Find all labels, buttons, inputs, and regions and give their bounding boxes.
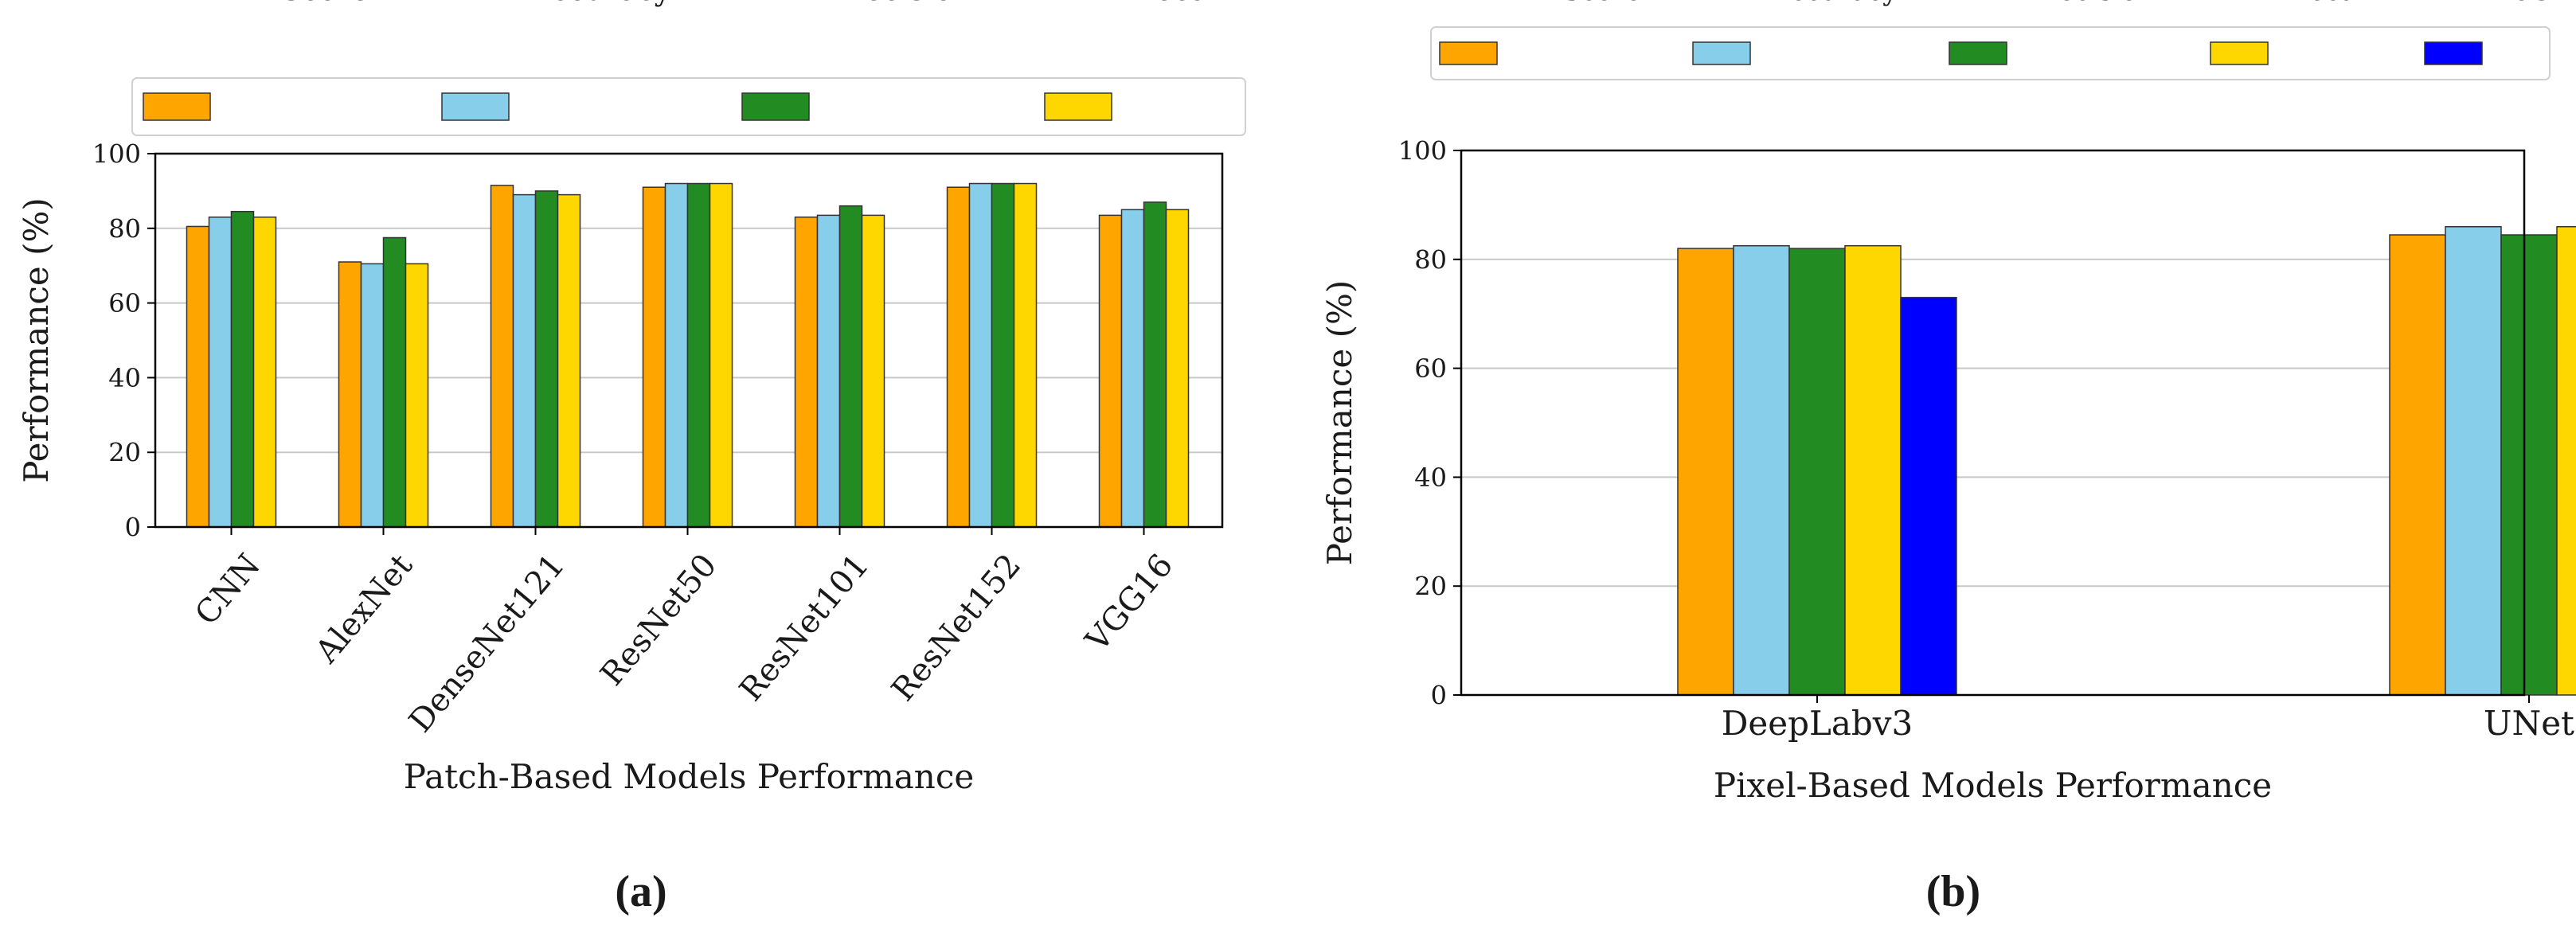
plot-area: [1461, 150, 2524, 695]
x-tick-label-unet: UNet: [2484, 704, 2574, 743]
y-tick-label: 20: [108, 438, 141, 468]
x-axis-label: Patch-Based Models Performance: [404, 757, 974, 796]
bar-precision-alexnet: [382, 236, 407, 528]
bar-accuracy-deeplabv3: [1733, 244, 1790, 696]
plot-frame: [154, 152, 1224, 529]
x-tick-label-vgg16: VGG16: [1078, 547, 1180, 658]
bar-precision-resnet50: [686, 182, 711, 528]
bar-f1-score-densenet121: [490, 185, 514, 528]
x-tick-label-resnet152: ResNet152: [885, 547, 1028, 708]
bar-accuracy-alexnet: [360, 263, 385, 528]
bar-accuracy-unet: [2445, 226, 2502, 696]
x-tick-label-resnet50: ResNet50: [593, 547, 724, 693]
y-axis-label: Performance (%): [17, 197, 56, 483]
y-tick-label: 80: [108, 213, 141, 244]
bar-recall-unet: [2556, 226, 2576, 696]
x-axis-label: Pixel-Based Models Performance: [1714, 766, 2272, 805]
legend-label-accuracy: Accuracy: [529, 0, 672, 7]
legend-swatch-iou: [2424, 41, 2483, 65]
bar-precision-resnet152: [991, 182, 1015, 528]
x-tick-label-densenet121: DenseNet121: [402, 547, 572, 740]
legend-label-f1-score: F1 Score: [1518, 0, 1641, 7]
panel-label-b: (b): [1926, 867, 1980, 916]
legend-label-precision: Precision: [830, 0, 972, 7]
legend-label-accuracy: Accuracy: [1770, 0, 1898, 7]
legend-label-precision: Precision: [2027, 0, 2155, 7]
bar-precision-densenet121: [534, 190, 559, 528]
y-tick-label: 80: [1414, 244, 1447, 275]
bar-precision-unet: [2500, 234, 2558, 696]
x-tick-label-resnet101: ResNet101: [733, 547, 876, 708]
bar-recall-resnet50: [709, 182, 733, 528]
bar-f1-score-resnet101: [794, 216, 819, 528]
legend-swatch-precision: [741, 92, 810, 121]
bar-recall-resnet152: [1013, 182, 1038, 528]
legend-swatch-accuracy: [1692, 41, 1751, 65]
x-tick-label-alexnet: AlexNet: [308, 547, 420, 670]
y-axis-label: Performance (%): [1320, 280, 1359, 566]
bar-accuracy-densenet121: [512, 193, 537, 528]
y-tick-label: 0: [125, 513, 141, 543]
plot-frame: [1460, 149, 2526, 697]
y-tick-label: 60: [108, 288, 141, 318]
y-tick-label: 60: [1414, 353, 1447, 384]
bar-accuracy-cnn: [208, 216, 233, 528]
x-tick-label-cnn: CNN: [188, 547, 268, 632]
x-tick-label-deeplabv3: DeepLabv3: [1722, 704, 1913, 743]
bar-precision-vgg16: [1143, 201, 1167, 528]
bar-f1-score-vgg16: [1098, 214, 1123, 528]
bar-accuracy-resnet50: [664, 182, 689, 528]
panel-label-a: (a): [615, 867, 666, 916]
bar-f1-score-unet: [2389, 234, 2446, 696]
legend-label-f1-score: F1 Score: [231, 0, 369, 7]
legend-label-recall: Recall: [2289, 0, 2374, 7]
y-tick-label: 20: [1414, 572, 1447, 602]
y-tick-label: 40: [108, 363, 141, 393]
legend-label-iou: IoU: [2503, 0, 2553, 7]
bar-iou-deeplabv3: [1900, 296, 1957, 696]
bar-accuracy-resnet101: [816, 214, 841, 528]
legend-swatch-f1-score: [143, 92, 211, 121]
bar-recall-deeplabv3: [1844, 244, 1902, 696]
bar-f1-score-alexnet: [338, 261, 362, 528]
bar-recall-alexnet: [405, 263, 429, 528]
legend-box: [131, 77, 1246, 136]
bar-f1-score-resnet50: [642, 186, 666, 528]
bar-f1-score-resnet152: [946, 186, 971, 528]
bar-precision-cnn: [230, 210, 255, 528]
legend-swatch-precision: [1949, 41, 2007, 65]
chart-pixel-based: 0 20 40 60 80 100 DeepLabv3 UNet Performance (%)…: [1320, 0, 2576, 805]
bar-accuracy-vgg16: [1120, 209, 1145, 528]
legend-swatch-accuracy: [441, 92, 510, 121]
legend-swatch-recall: [2210, 41, 2269, 65]
bar-precision-deeplabv3: [1788, 248, 1846, 696]
bar-f1-score-deeplabv3: [1677, 248, 1734, 696]
y-tick-label: 100: [92, 139, 141, 170]
bar-recall-cnn: [252, 216, 277, 528]
bar-recall-resnet101: [861, 214, 885, 528]
legend-swatch-f1-score: [1439, 41, 1498, 65]
legend-swatch-recall: [1044, 92, 1112, 121]
bar-recall-vgg16: [1165, 209, 1190, 528]
bar-accuracy-resnet152: [968, 182, 993, 528]
y-tick-label: 100: [1398, 136, 1447, 166]
bar-precision-resnet101: [838, 205, 863, 528]
bar-f1-score-cnn: [186, 225, 210, 528]
bar-recall-densenet121: [557, 193, 581, 528]
legend-label-recall: Recall: [1132, 0, 1227, 7]
y-tick-label: 0: [1431, 681, 1447, 711]
y-tick-label: 40: [1414, 463, 1447, 493]
